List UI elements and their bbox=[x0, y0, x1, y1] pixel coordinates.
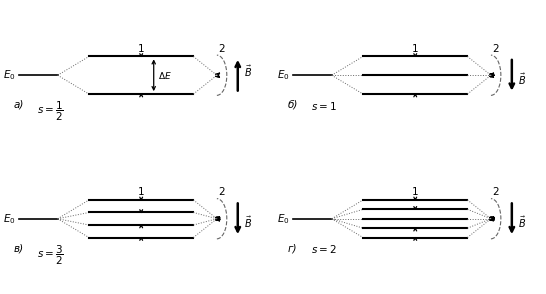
Text: $E_0$: $E_0$ bbox=[3, 212, 16, 226]
Text: $s = 1$: $s = 1$ bbox=[311, 100, 337, 112]
Text: 1: 1 bbox=[138, 187, 145, 197]
Text: 1: 1 bbox=[412, 187, 419, 197]
Text: $E_0$: $E_0$ bbox=[277, 212, 290, 226]
Text: 2: 2 bbox=[218, 187, 225, 197]
Text: в): в) bbox=[13, 243, 23, 253]
Text: б): б) bbox=[287, 100, 298, 110]
Text: $\vec{B}$: $\vec{B}$ bbox=[244, 215, 252, 230]
Text: 1: 1 bbox=[138, 44, 145, 54]
Text: $s = \dfrac{3}{2}$: $s = \dfrac{3}{2}$ bbox=[37, 243, 63, 267]
Text: а): а) bbox=[13, 100, 23, 110]
Text: $\Delta E$: $\Delta E$ bbox=[158, 70, 172, 81]
Text: 2: 2 bbox=[492, 44, 499, 54]
Text: 2: 2 bbox=[492, 187, 499, 197]
Text: $\vec{B}$: $\vec{B}$ bbox=[244, 64, 252, 79]
Text: $E_0$: $E_0$ bbox=[3, 68, 16, 82]
Text: г): г) bbox=[287, 243, 297, 253]
Text: $s = \dfrac{1}{2}$: $s = \dfrac{1}{2}$ bbox=[37, 100, 63, 123]
Text: $s = 2$: $s = 2$ bbox=[311, 243, 336, 255]
Text: $E_0$: $E_0$ bbox=[277, 68, 290, 82]
Text: 1: 1 bbox=[412, 44, 419, 54]
Text: $\vec{B}$: $\vec{B}$ bbox=[518, 215, 526, 230]
Text: $\vec{B}$: $\vec{B}$ bbox=[518, 71, 526, 87]
Text: 2: 2 bbox=[218, 44, 225, 54]
